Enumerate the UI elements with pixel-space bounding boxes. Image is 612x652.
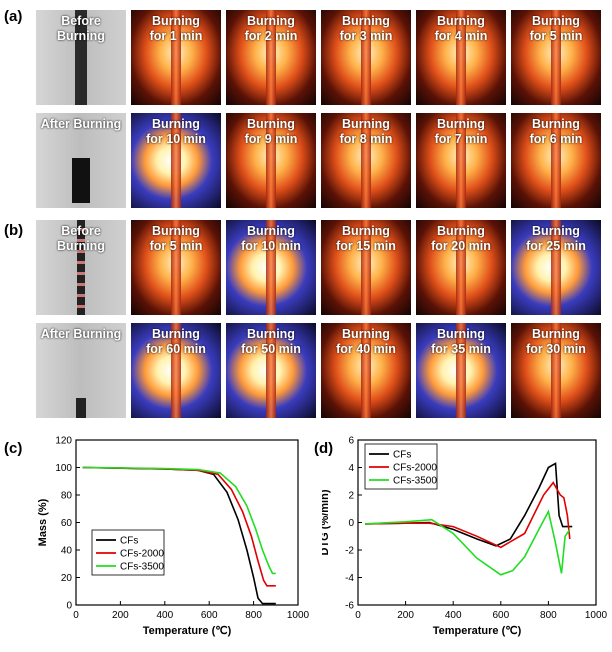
y-tick-label: 100: [55, 463, 72, 474]
x-tick-label: 200: [397, 610, 414, 621]
y-tick-label: 40: [61, 546, 73, 557]
x-tick-label: 400: [445, 610, 462, 621]
series-line: [82, 466, 276, 575]
x-axis-label: Temperature (℃): [143, 625, 232, 637]
x-tick-label: 0: [355, 610, 361, 621]
photo-burning: Burning for 30 min: [511, 323, 601, 418]
y-tick-label: 6: [348, 436, 354, 447]
photo-burning: Burning for 60 min: [131, 323, 221, 418]
plot-frame: [75, 439, 299, 606]
legend-label: CFs: [120, 536, 138, 547]
mass-chart: 0 200 400 600 800 1000 0 20 40 60 80 100 120 Temperat…: [37, 436, 310, 638]
legend-label: CFs-3500: [393, 476, 437, 487]
series-line: [365, 509, 571, 576]
x-tick-label: 800: [540, 610, 557, 621]
x-tick-label: 1000: [287, 610, 310, 621]
photo-burning: Burning for 15 min: [321, 220, 411, 315]
x-tick-label: 0: [73, 610, 79, 621]
photo-burning: Burning for 3 min: [321, 10, 411, 105]
photo-burning: Burning for 10 min: [131, 113, 221, 208]
photo-burning: Burning for 40 min: [321, 323, 411, 418]
x-tick-label: 400: [156, 610, 173, 621]
x-tick-label: 1000: [585, 610, 607, 621]
photo-burning: Burning for 50 min: [226, 323, 316, 418]
dtg-chart: 0 200 400 600 800 1000 -6 -4 -2 0 2 4 6 Temperature (…: [322, 436, 607, 638]
photo-burning: Burning for 25 min: [511, 220, 601, 315]
photo-after-burning: After Burning: [36, 323, 126, 418]
photo-before-burning: Before Burning: [36, 220, 126, 315]
photo-burning: Burning for 7 min: [416, 113, 506, 208]
photo-burning: Burning for 5 min: [511, 10, 601, 105]
legend-label: CFs-2000: [393, 463, 437, 474]
photo-after-burning: After Burning: [36, 113, 126, 208]
panel-label-a: (a): [4, 8, 23, 25]
photo-burning: Burning for 20 min: [416, 220, 506, 315]
y-tick-label: 0: [66, 601, 72, 612]
photo-before-burning: Before Burning: [36, 10, 126, 105]
x-axis-label: Temperature (℃): [433, 625, 522, 637]
photo-burning: Burning for 8 min: [321, 113, 411, 208]
panel-label-d: (d): [314, 440, 334, 457]
photo-burning: Burning for 6 min: [511, 113, 601, 208]
x-tick-label: 600: [201, 610, 218, 621]
panel-label-c: (c): [4, 440, 23, 457]
x-tick-label: 600: [492, 610, 509, 621]
photo-burning: Burning for 35 min: [416, 323, 506, 418]
photo-burning: Burning for 4 min: [416, 10, 506, 105]
y-tick-label: 4: [348, 463, 354, 474]
y-tick-label: 20: [61, 573, 73, 584]
photo-burning: Burning for 2 min: [226, 10, 316, 105]
y-tick-label: -4: [345, 573, 354, 584]
photo-burning: Burning for 10 min: [226, 220, 316, 315]
y-axis-label: DTG (%/min): [322, 489, 331, 555]
photo-burning: Burning for 5 min: [131, 220, 221, 315]
y-tick-label: 0: [348, 518, 354, 529]
y-axis-label: Mass (%): [37, 498, 49, 546]
legend-label: CFs: [393, 450, 411, 461]
y-tick-label: -6: [345, 601, 354, 612]
y-tick-label: 2: [348, 491, 354, 502]
series-line: [365, 481, 571, 549]
legend-label: CFs-3500: [120, 562, 164, 573]
panel-label-b: (b): [4, 222, 24, 239]
photo-burning: Burning for 1 min: [131, 10, 221, 105]
y-tick-label: -2: [345, 546, 354, 557]
y-tick-label: 60: [61, 518, 73, 529]
y-tick-label: 80: [61, 491, 73, 502]
x-tick-label: 800: [245, 610, 262, 621]
photo-burning: Burning for 9 min: [226, 113, 316, 208]
legend-label: CFs-2000: [120, 549, 164, 560]
x-tick-label: 200: [112, 610, 129, 621]
y-tick-label: 120: [55, 436, 72, 447]
